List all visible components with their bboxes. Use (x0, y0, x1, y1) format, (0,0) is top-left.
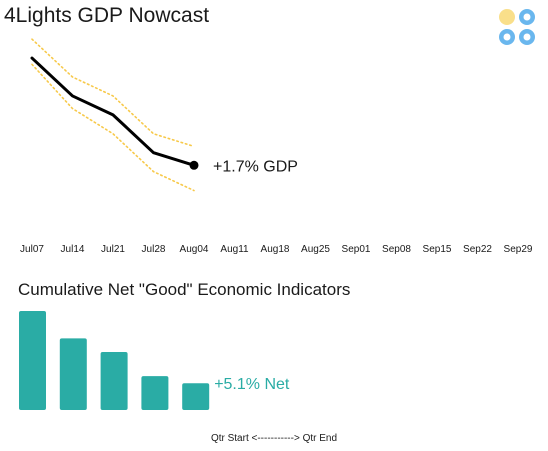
x-tick-label: Aug25 (301, 244, 330, 255)
latest-estimate-point (189, 160, 199, 170)
x-tick-label: Jul07 (20, 244, 44, 255)
x-tick-label: Jul21 (101, 244, 125, 255)
logo-light-center (523, 33, 531, 41)
bar (19, 311, 46, 410)
x-axis-ticks: Jul07 Jul14 Jul21 Jul28 Aug04 Aug11 Aug18 Aug25… (20, 244, 533, 255)
x-tick-label: Sep22 (463, 244, 492, 255)
series-line-lower-band (31, 63, 195, 192)
chart-title: 4Lights GDP Nowcast (4, 4, 210, 27)
x-tick-label: Aug11 (220, 244, 249, 255)
x-tick-label: Aug18 (261, 244, 290, 255)
bar-chart-annotation: +5.1% Net (214, 376, 290, 393)
four-lights-logo-icon (499, 9, 535, 45)
x-tick-label: Sep01 (342, 244, 371, 255)
x-tick-label: Sep29 (504, 244, 533, 255)
bar-chart-title: Cumulative Net "Good" Economic Indicator… (18, 280, 351, 299)
net-indicators-bar-chart: +5.1% Net (19, 311, 290, 410)
x-tick-label: Aug04 (180, 244, 209, 255)
bar (141, 376, 169, 410)
logo-light-center (503, 33, 511, 41)
logo-light-top-left (499, 9, 515, 25)
bar (59, 338, 87, 410)
x-tick-label: Sep15 (423, 244, 452, 255)
series-line-upper-band (31, 38, 195, 148)
x-tick-label: Sep08 (382, 244, 411, 255)
logo-light-center (523, 13, 531, 21)
bar (100, 352, 128, 410)
gdp-nowcast-chart: +1.7% GDP (30, 38, 298, 192)
x-tick-label: Jul28 (142, 244, 166, 255)
latest-estimate-label: +1.7% GDP (213, 158, 298, 175)
series-line-estimate (30, 56, 196, 167)
bar-chart-xlabel: Qtr Start <-----------> Qtr End (210, 433, 338, 444)
bar (182, 383, 210, 410)
x-tick-label: Jul14 (61, 244, 85, 255)
